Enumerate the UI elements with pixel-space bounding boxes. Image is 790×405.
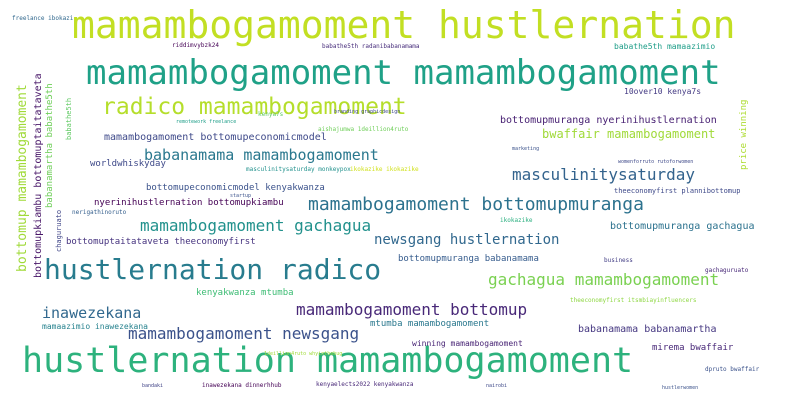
word: freelance ibokazi	[12, 15, 74, 22]
word: inawezekana dinnerhhub	[202, 382, 282, 389]
word-vertical: price winning	[739, 99, 749, 170]
word: bottomupmuranga gachagua	[610, 221, 755, 232]
word: nairobi	[486, 383, 508, 389]
word: startup	[230, 193, 252, 199]
word: gachagua mamambogamoment	[488, 270, 720, 289]
word: babanamama babanamartha	[578, 324, 717, 335]
word: hustlerwomen	[662, 385, 699, 391]
word: mirema bwaffair	[652, 343, 734, 353]
word: gachaguruato	[705, 267, 749, 274]
word: womenforruto rutoforwomen	[618, 159, 694, 165]
word: mamambogamoment gachagua	[140, 216, 372, 235]
word: bottomupeconomicmodel kenyakwanza	[146, 183, 325, 193]
word-vertical: babanamartha babathe5th	[45, 83, 55, 208]
word: mamambogamoment bottomupeconomicmodel	[104, 132, 327, 143]
word: kenya7s	[258, 111, 284, 118]
word: mamambogamoment mamambogamoment	[86, 53, 721, 93]
word: mamambogamoment hustlernation	[72, 3, 736, 47]
word: remotework freelance	[176, 119, 237, 125]
word: business	[604, 257, 633, 264]
word: mtumba mamambogamoment	[370, 319, 490, 329]
word: mamambogamoment bottomup	[296, 300, 528, 319]
word: ikokazike ikokazike	[350, 166, 419, 173]
word: theeconomyfirst itsmbiayinfluencers	[570, 297, 697, 304]
word: nyerinihustlernation bottomupkiambu	[94, 198, 284, 208]
word: 10over10 kenya7s	[624, 87, 702, 96]
word: hustlernation mamambogamoment	[22, 341, 634, 381]
word: ikokazike	[500, 217, 533, 224]
word: bottomuptaitataveta theeconomyfirst	[66, 237, 256, 247]
word-vertical: bottomup mamambogamoment	[15, 84, 30, 272]
word: babathe5th radanibabanamama	[322, 43, 420, 50]
word: aishajumwa 1deillion4ruto	[318, 126, 409, 133]
word: babathe5th mamaazimio	[614, 42, 716, 51]
word: inawezekana	[42, 304, 142, 322]
word: masculinitysaturday	[512, 165, 696, 184]
word: theeconomyfirst plannibottomup	[614, 187, 741, 195]
word: mamaazimio inawezekana	[42, 322, 148, 331]
word-vertical: bottomupkiambu bottomuptaitataveta	[33, 73, 44, 278]
word: worldwhiskyday	[90, 159, 166, 169]
word: nerigathinoruto	[72, 209, 127, 216]
word: kenyaelects2022 kenyakwanza	[316, 381, 414, 388]
word-vertical: babathe5th	[65, 97, 73, 140]
word: newsgang hustlernation	[374, 232, 560, 248]
word: bottomupmuranga nyerinihustlernation	[500, 115, 717, 126]
word: mamambogamoment newsgang	[128, 324, 360, 343]
word: marketing	[512, 146, 540, 152]
word: mamambogamoment bottomupmuranga	[308, 194, 644, 215]
word: bottomupmuranga babanamama	[398, 254, 539, 264]
word: branding graphicdesign	[334, 109, 401, 115]
word: radico mamambogamoment	[102, 94, 407, 120]
word: dpruto bwaffair	[705, 366, 760, 373]
word: kenyakwanza mtumba	[196, 288, 294, 298]
word-vertical: chaguruato	[55, 209, 63, 252]
word: babanamama mamambogamoment	[144, 146, 379, 164]
word: hustlernation radico	[44, 253, 382, 286]
word: bandaki	[142, 383, 164, 389]
word: bwaffair mamambogamoment	[542, 127, 716, 141]
word: winning mamambogamoment	[412, 339, 523, 348]
word: riddimvybzk24	[172, 42, 219, 49]
word: masculinitysaturday monkeypox	[246, 166, 351, 173]
word: 1deillion4ruto whyinthebug	[264, 351, 343, 357]
